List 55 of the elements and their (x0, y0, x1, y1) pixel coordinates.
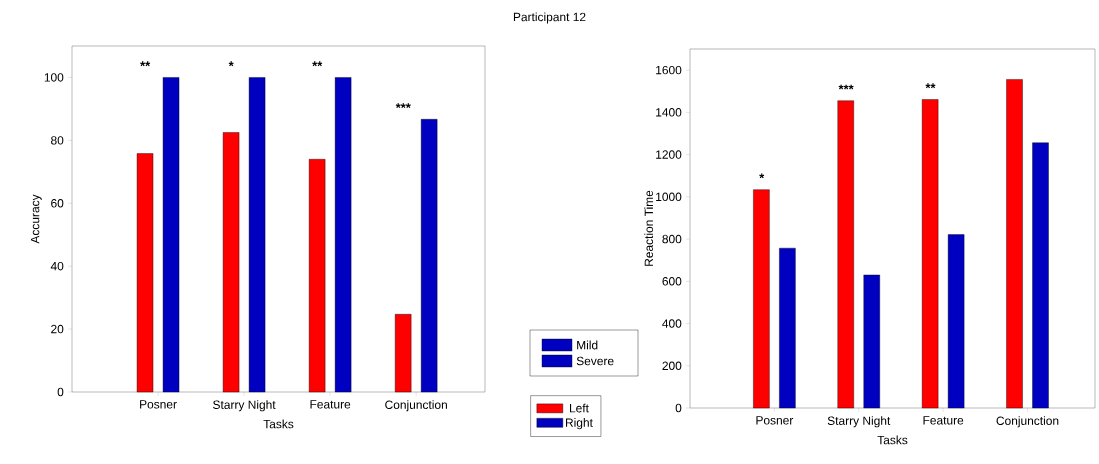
bar (863, 274, 880, 409)
text: Mild (577, 340, 598, 350)
y-tick-label: 20 (51, 324, 64, 334)
legend-label: Right (566, 418, 593, 430)
y-tick-label: 100 (44, 73, 64, 82)
bar (947, 234, 965, 409)
bar (420, 119, 438, 393)
y-tick-label: 0 (57, 387, 64, 397)
y-tick-label: 1400 (656, 108, 682, 117)
y-tick-label: 800 (662, 234, 682, 244)
y-tick-label: 40 (50, 261, 64, 271)
y-tick-label: 200 (662, 361, 682, 370)
y-tick-label: 1200 (656, 150, 682, 159)
y-tick-label: 400 (662, 319, 682, 328)
bar (308, 159, 326, 393)
bar (779, 247, 796, 409)
x-tick-label: Feature (923, 416, 964, 425)
x-tick-label: Starry Night (827, 416, 891, 428)
y-tick-label: 0 (675, 403, 682, 413)
annotation: *** (395, 103, 411, 108)
annotation: * (759, 173, 765, 179)
bar (1006, 79, 1023, 409)
x-tick-label: Conjunction (996, 416, 1059, 428)
y-axis-title: Accuracy (31, 194, 42, 244)
bar (136, 153, 154, 393)
bar (921, 99, 939, 409)
y-tick-label: 80 (51, 136, 64, 145)
annotation: *** (838, 84, 854, 90)
bar (334, 77, 352, 393)
text: Participant 12 (513, 12, 586, 24)
bar (753, 189, 770, 409)
y-tick-label: 1600 (656, 65, 682, 75)
x-axis-title: Tasks (263, 419, 294, 429)
bar (394, 314, 412, 393)
annotation: * (228, 61, 234, 67)
x-tick-label: Starry Night (213, 400, 276, 412)
legend-label: Left (569, 403, 589, 413)
annotation: ** (925, 83, 936, 89)
y-tick-label: 1000 (656, 192, 682, 202)
x-axis-title: Tasks (877, 435, 908, 445)
x-tick-label: Posner (140, 400, 177, 409)
bar (162, 77, 180, 393)
bar (222, 132, 240, 393)
annotation: ** (312, 61, 323, 67)
x-tick-label: Posner (756, 416, 794, 425)
bar (1032, 142, 1049, 409)
annotation: ** (140, 61, 151, 67)
bar (248, 77, 266, 393)
x-tick-label: Feature (310, 400, 351, 409)
y-axis-title: Reaction Time (644, 190, 654, 266)
y-tick-label: 600 (662, 277, 682, 286)
bar (837, 100, 854, 409)
x-tick-label: Conjunction (385, 400, 447, 412)
text: Severe (576, 356, 614, 366)
y-tick-label: 60 (51, 199, 64, 208)
